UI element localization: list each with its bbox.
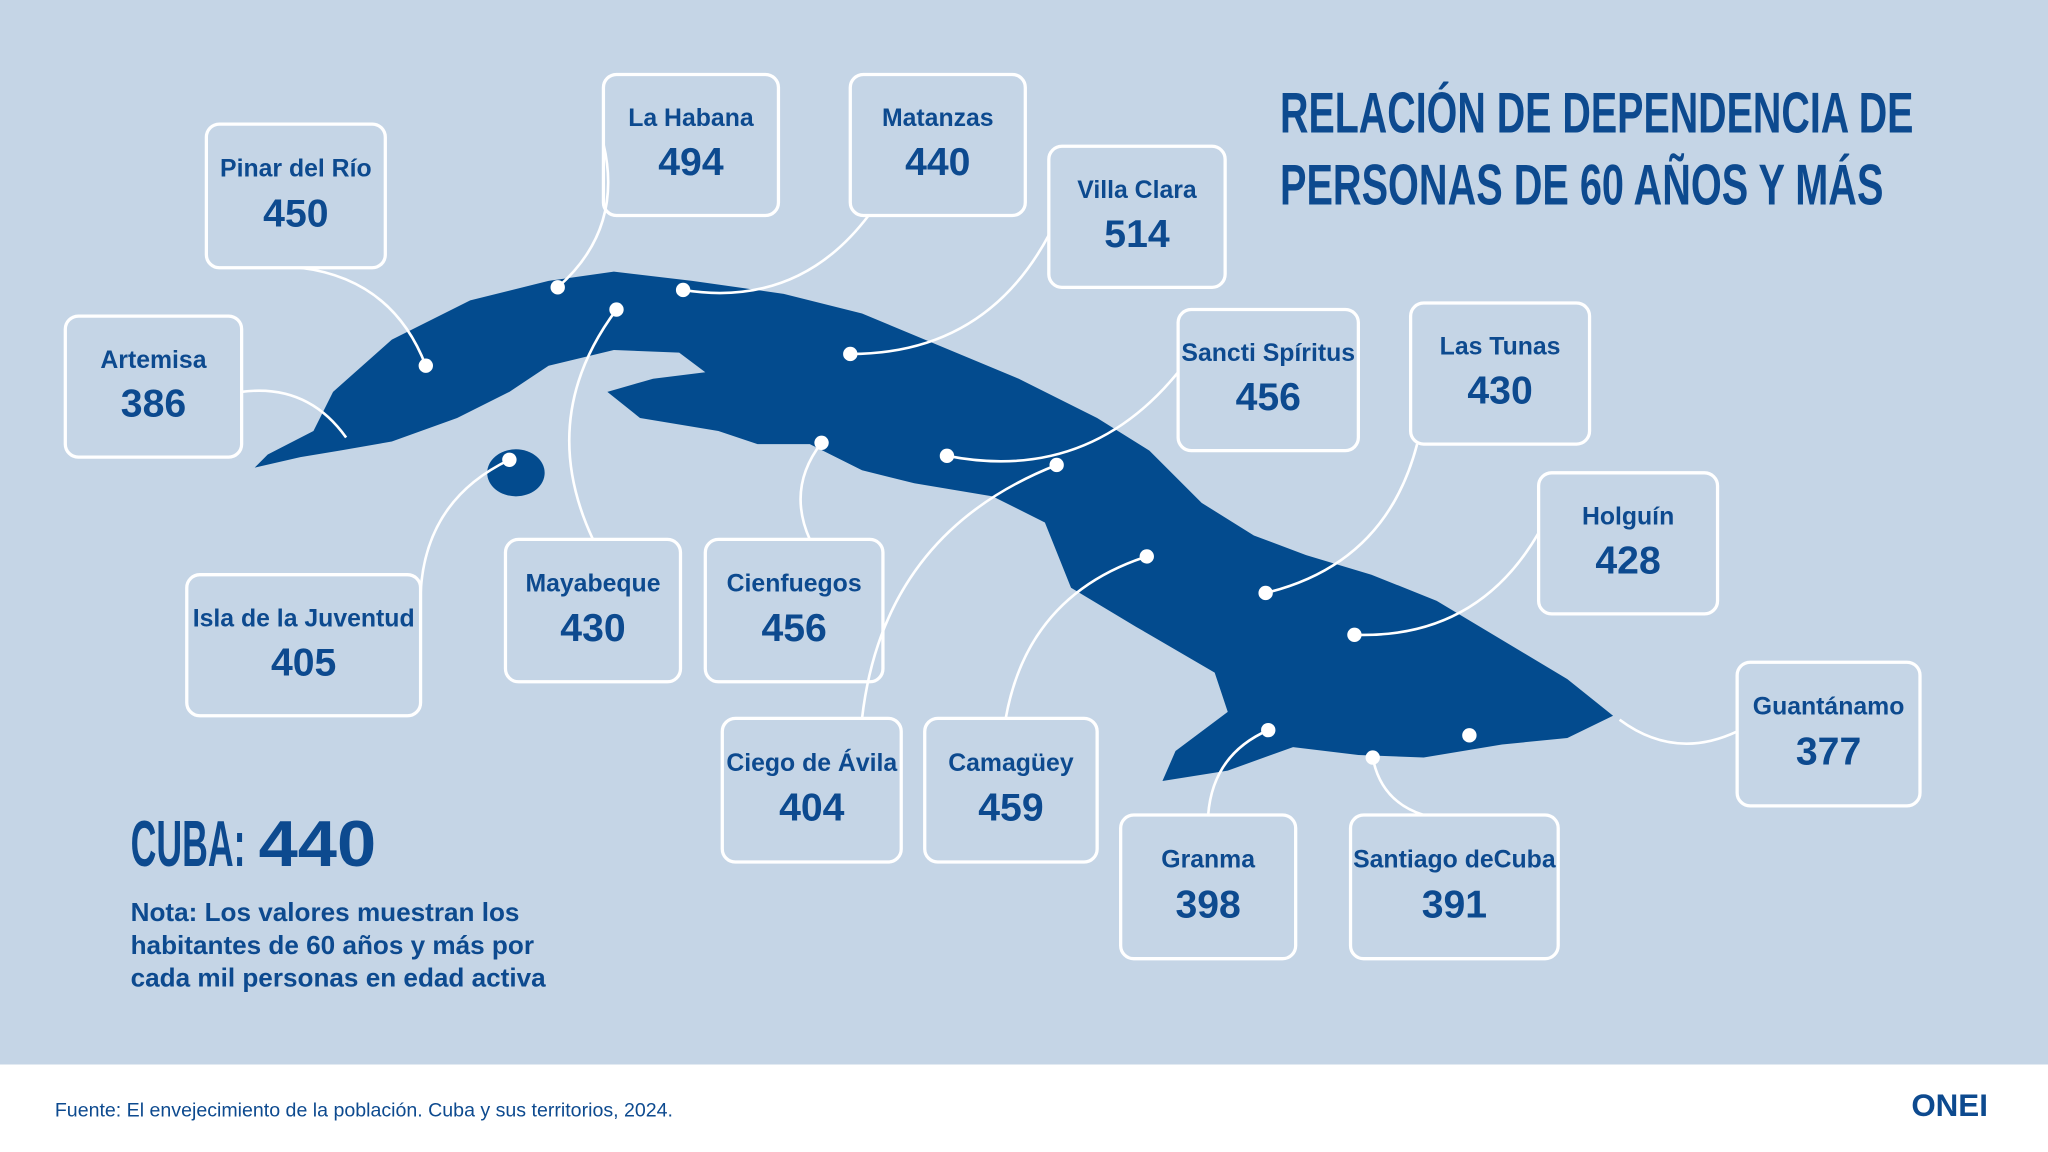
total-value: 440 xyxy=(259,807,377,880)
map-dot xyxy=(502,452,517,467)
connector xyxy=(300,266,428,367)
province-value: 459 xyxy=(978,787,1043,830)
province-name: Villa Clara xyxy=(1077,177,1197,204)
province-value: 386 xyxy=(121,383,186,426)
isla-juventud xyxy=(487,449,545,497)
province-name: Isla de la Juventud xyxy=(193,605,415,632)
province-value: 440 xyxy=(905,141,970,184)
province-box xyxy=(1176,307,1360,453)
labels: RELACIÓN DE DEPENDENCIA DE PERSONAS DE 6… xyxy=(55,72,1988,1123)
province-box xyxy=(703,537,885,684)
map-dot xyxy=(1261,722,1276,738)
connector xyxy=(567,308,618,540)
province-name: Artemisa xyxy=(100,347,206,374)
province-box xyxy=(1735,660,1922,808)
province-name: Sancti Spíritus xyxy=(1181,340,1355,367)
map-dot xyxy=(939,448,955,464)
connector xyxy=(682,214,870,295)
province-box xyxy=(185,573,423,718)
province-value: 430 xyxy=(560,607,625,650)
note-line: Nota: Los valores muestran los xyxy=(131,897,520,927)
province-name: Las Tunas xyxy=(1440,334,1561,361)
map-dot xyxy=(1365,750,1380,765)
province-value: 428 xyxy=(1595,539,1660,582)
map-dot xyxy=(609,302,624,317)
province-name: Guantánamo xyxy=(1753,694,1905,721)
province-name: Cienfuegos xyxy=(727,571,862,598)
footer xyxy=(0,1064,2048,1152)
title-line: RELACIÓN DE DEPENDENCIA DE xyxy=(1280,82,1913,146)
province-box xyxy=(601,72,781,218)
province-value: 430 xyxy=(1467,370,1532,413)
province-value: 494 xyxy=(658,141,724,184)
connector xyxy=(860,463,1058,719)
total-label: CUBA: xyxy=(131,807,246,880)
connector xyxy=(241,389,348,439)
province-name: Mayabeque xyxy=(525,571,660,598)
connector xyxy=(1618,718,1738,745)
province-value: 391 xyxy=(1422,883,1487,926)
map-dot xyxy=(843,346,858,362)
map-dot xyxy=(675,282,691,298)
connector xyxy=(946,371,1180,463)
province-box xyxy=(923,716,1099,864)
connector xyxy=(1371,757,1425,817)
province-box xyxy=(848,72,1027,218)
province-box xyxy=(1408,301,1592,446)
province-box xyxy=(720,716,903,864)
province-name: Santiago deCuba xyxy=(1353,847,1556,874)
province-name: Granma xyxy=(1161,847,1255,874)
province-name: La Habana xyxy=(628,105,754,132)
connector xyxy=(419,458,510,595)
logo: ONEI xyxy=(1911,1088,1988,1123)
note-line: habitantes de 60 años y más por xyxy=(131,930,534,960)
province-name: Holguín xyxy=(1582,504,1674,531)
province-box xyxy=(63,314,244,459)
map-dot xyxy=(1049,457,1064,473)
connector xyxy=(1004,555,1148,719)
map-dot xyxy=(1347,627,1362,642)
province-box xyxy=(1536,471,1720,616)
province-value: 398 xyxy=(1175,883,1240,926)
province-value: 377 xyxy=(1796,730,1861,773)
province-name: Ciego de Ávila xyxy=(726,749,897,777)
map-dot xyxy=(1462,728,1477,743)
source: Fuente: El envejecimiento de la població… xyxy=(55,1100,673,1122)
cuba-island xyxy=(254,271,1614,782)
province-value: 450 xyxy=(263,192,328,235)
province-box xyxy=(204,122,387,270)
connector xyxy=(799,441,823,540)
province-value: 514 xyxy=(1104,213,1170,256)
province-value: 456 xyxy=(1236,376,1301,419)
connector xyxy=(1354,532,1540,637)
province-name: Camagüey xyxy=(948,750,1074,777)
province-name: Matanzas xyxy=(882,105,994,132)
province-value: 456 xyxy=(761,607,826,650)
map-dot xyxy=(1258,585,1273,601)
map-dot xyxy=(418,358,433,373)
province-box xyxy=(1348,813,1560,961)
province-box xyxy=(503,537,683,684)
map-dot xyxy=(550,280,565,295)
province-box xyxy=(1119,813,1298,961)
province-value: 404 xyxy=(779,787,845,830)
province-value: 405 xyxy=(271,641,336,684)
connector xyxy=(850,234,1050,356)
province-name: Pinar del Río xyxy=(220,156,372,183)
note-line: cada mil personas en edad activa xyxy=(131,962,547,992)
map-dot xyxy=(814,435,829,450)
map xyxy=(254,271,1614,782)
connector xyxy=(1265,443,1419,595)
title-line: PERSONAS DE 60 AÑOS Y MÁS xyxy=(1280,154,1883,218)
connector xyxy=(556,143,610,289)
province-box xyxy=(1047,144,1227,289)
connector xyxy=(1206,728,1269,816)
map-dot xyxy=(1139,549,1154,564)
